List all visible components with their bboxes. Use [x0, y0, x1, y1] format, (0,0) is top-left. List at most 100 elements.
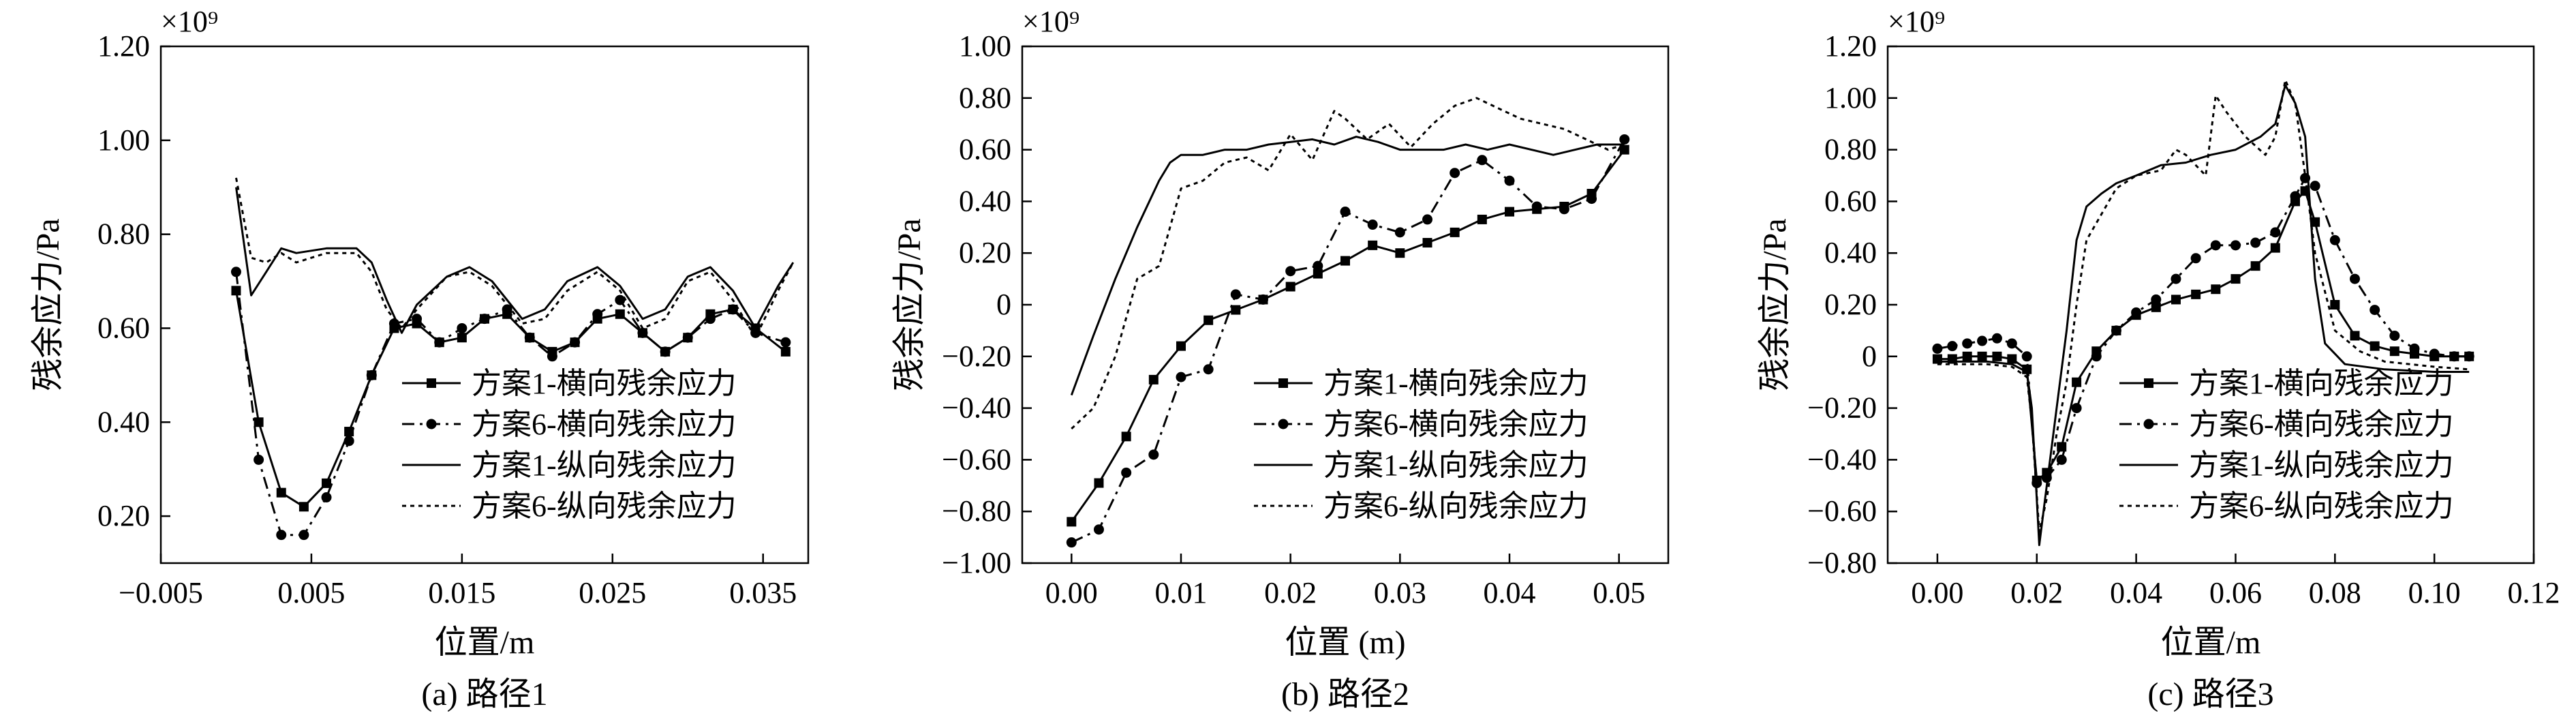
series-2 [1066, 134, 1630, 548]
data-point-circle [2270, 227, 2281, 238]
data-point-circle [2021, 351, 2032, 362]
axis-exponent-label: ×10⁹ [161, 5, 218, 38]
data-point-square [1094, 478, 1104, 488]
data-point-square [1477, 214, 1487, 224]
data-point-circle [2143, 419, 2154, 429]
chart-panel-1: 0.20 0.40 0.60 0.80 1.00 1.20 −0.005 0.005 0.015… [30, 5, 810, 712]
data-point-circle [276, 530, 287, 541]
data-point-circle [750, 327, 761, 338]
data-point-circle [254, 454, 264, 465]
data-point-circle [1176, 372, 1186, 382]
y-tick-label: 0.60 [97, 311, 150, 344]
data-point-circle [2230, 240, 2241, 251]
y-tick-label: 0.80 [97, 217, 150, 251]
y-tick-label: 0.20 [1824, 288, 1877, 321]
legend-entry-label: 方案1-横向残余应力 [2189, 367, 2454, 400]
x-tick-label: 0.10 [2408, 576, 2461, 609]
legend-entry-label: 方案6-纵向残余应力 [1323, 489, 1589, 523]
data-point-circle [2370, 305, 2380, 316]
data-point-circle [780, 337, 791, 348]
y-tick-label: 0 [1862, 340, 1877, 373]
legend-entry-label: 方案6-纵向残余应力 [472, 489, 737, 523]
x-tick-label: −0.005 [119, 576, 203, 609]
data-point-square [2007, 354, 2017, 364]
data-point-circle [2464, 351, 2474, 362]
data-point-square [1148, 374, 1159, 384]
data-point-circle [2131, 307, 2142, 318]
data-point-square [1203, 315, 1214, 325]
data-point-square [2144, 378, 2153, 388]
data-point-circle [1230, 289, 1241, 300]
panel-caption: (b) 路径2 [1281, 676, 1409, 712]
data-point-square [254, 417, 264, 427]
data-point-circle [1932, 343, 1943, 354]
data-point-circle [1531, 201, 1542, 212]
data-point-square [1285, 282, 1295, 292]
series-line [235, 187, 795, 334]
y-tick-label: −0.60 [1807, 494, 1877, 528]
panel-caption: (c) 路径3 [2147, 676, 2273, 712]
data-point-square [344, 427, 354, 437]
data-point-circle [1340, 207, 1351, 217]
legend-entry-label: 方案6-横向残余应力 [2189, 408, 2454, 441]
x-tick-label: 0.03 [1374, 576, 1426, 609]
data-point-circle [1504, 175, 1515, 186]
data-point-square [1450, 227, 1460, 237]
legend-entry-label: 方案1-纵向残余应力 [1323, 449, 1589, 482]
data-point-circle [2290, 191, 2301, 202]
data-point-circle [2071, 403, 2082, 414]
legend-entry-label: 方案1-纵向残余应力 [472, 449, 737, 482]
data-point-circle [1947, 341, 1958, 352]
data-point-circle [1313, 260, 1323, 271]
y-tick-label: 0.80 [1824, 133, 1877, 166]
data-point-circle [366, 369, 377, 380]
series-4 [1937, 78, 2470, 533]
data-point-square [276, 487, 286, 498]
data-point-square [1231, 305, 1241, 315]
chart-panel-2: −1.00 −0.80 −0.60 −0.40 −0.20 0 0.20 0.40 0.60 0.… [891, 5, 1670, 712]
legend-entry-label: 方案1-纵向残余应力 [2189, 449, 2454, 482]
x-tick-label: 0.02 [1264, 576, 1317, 609]
x-tick-label: 0.00 [1911, 576, 1963, 609]
data-point-circle [434, 337, 445, 348]
x-tick-label: 0.04 [1484, 576, 1536, 609]
data-point-circle [2056, 454, 2067, 465]
axis-exponent-label: ×10⁹ [1022, 5, 1079, 38]
chart-panel-3: −0.80 −0.60 −0.40 −0.20 0 0.20 0.40 0.60 0.80 1.0… [1757, 5, 2560, 712]
x-tick-label: 0.015 [428, 576, 495, 609]
data-point-square [2211, 284, 2221, 295]
data-point-circle [1285, 266, 1296, 277]
data-point-square [231, 286, 241, 296]
x-tick-label: 0.02 [2010, 576, 2063, 609]
y-axis-label: 残余应力/Pa [30, 218, 66, 391]
data-point-circle [2310, 181, 2320, 192]
series-3 [1070, 136, 1625, 396]
data-point-circle [1422, 214, 1433, 225]
data-point-circle [2250, 237, 2261, 248]
x-axis-label: 位置/m [2161, 624, 2261, 661]
data-point-square [780, 346, 791, 357]
data-point-square [1422, 238, 1432, 248]
data-point-circle [426, 419, 437, 429]
y-tick-label: 1.20 [97, 29, 150, 63]
data-point-circle [592, 309, 603, 320]
data-point-square [1992, 351, 2002, 361]
y-tick-label: −0.60 [942, 442, 1011, 476]
y-tick-label: 0.20 [959, 236, 1011, 269]
data-point-circle [1066, 537, 1077, 548]
data-point-circle [524, 332, 535, 343]
data-point-circle [2429, 348, 2440, 359]
data-point-circle [2006, 338, 2017, 349]
data-point-circle [570, 337, 581, 348]
data-point-square [2151, 302, 2161, 312]
data-point-square [2191, 289, 2201, 299]
data-point-circle [1962, 338, 1973, 349]
data-point-circle [479, 314, 490, 325]
data-point-circle [682, 332, 693, 343]
x-tick-label: 0.035 [729, 576, 797, 609]
data-point-square [2370, 341, 2380, 351]
